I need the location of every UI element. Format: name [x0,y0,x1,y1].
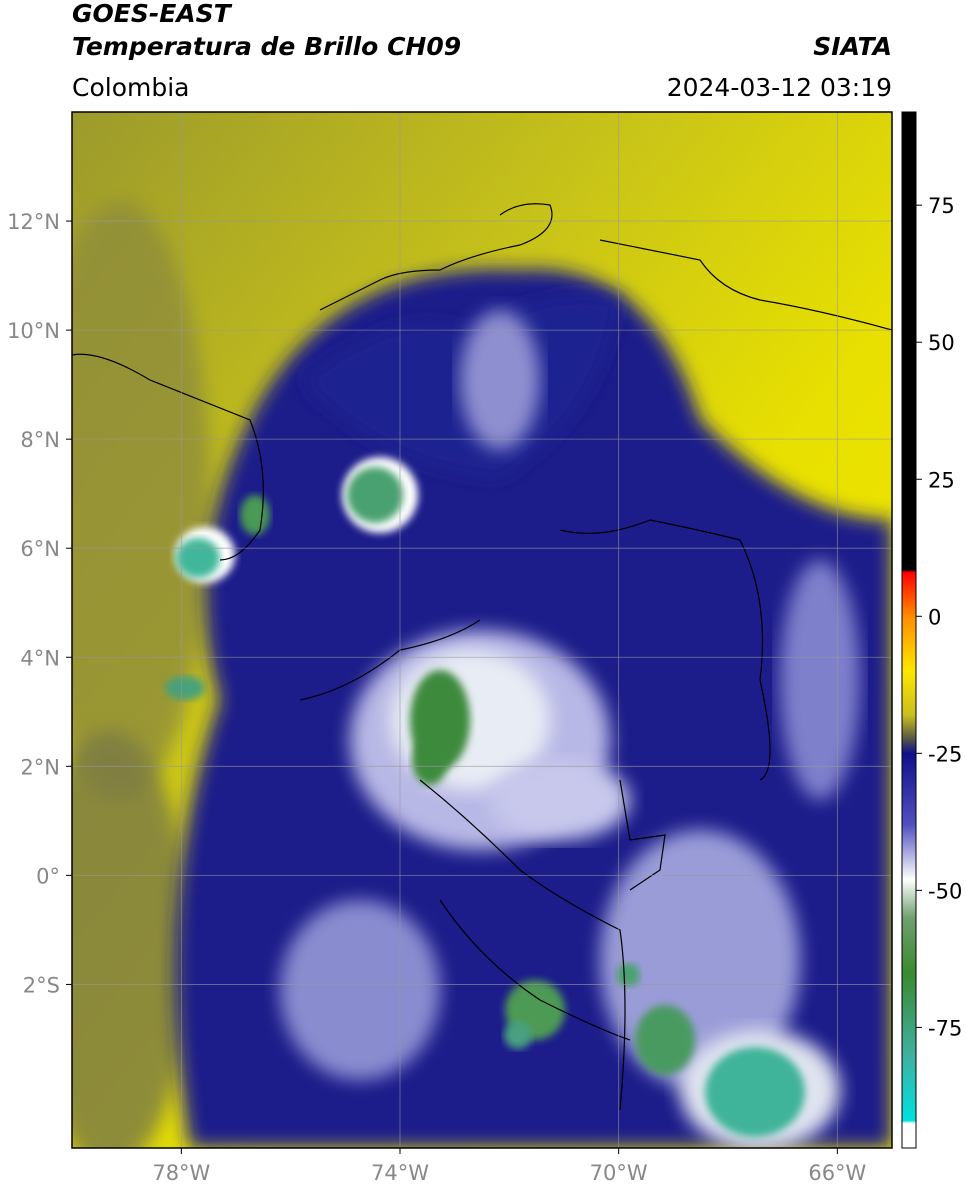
x-tick-label: 74°W [371,1161,429,1185]
y-tick-label: 0° [36,864,60,888]
x-tick-label: 66°W [808,1161,866,1185]
x-tick-label: 78°W [152,1161,210,1185]
colorbar-tick-label: 75 [928,194,955,218]
colorbar-tick-label: 25 [928,468,955,492]
datetime: 2024-03-12 03:19 [667,73,892,102]
colorbar-tick-label: -50 [928,879,962,903]
y-tick-label: 10°N [7,319,60,343]
colorbar-tick-label: 0 [928,605,941,629]
colorbar-scale [901,111,917,1149]
grid: 78°W 74°W 70°W 66°W 12°N 10°N 8°N 6°N 4°N 2°N 0° 2°… [7,112,892,1185]
y-tick-label: 6°N [20,537,60,561]
region: Colombia [72,73,189,102]
y-tick-label: 4°N [20,646,60,670]
subtitle: Temperatura de Brillo CH09 [72,32,461,61]
y-tick-label: 2°N [20,755,60,779]
colorbar-tick-label: 50 [928,331,955,355]
colorbar-tick-label: -75 [928,1016,962,1040]
y-tick-label: 8°N [20,428,60,452]
colorbar-tick-label: -25 [928,742,962,766]
y-tick-label: 12°N [7,210,60,234]
title: GOES-EAST [72,0,233,28]
y-tick-label: 2°S [23,973,60,997]
satellite-image [72,112,892,1148]
map-frame [71,111,893,1149]
colorbar: 75 50 25 0 -25 -50 -75 [901,111,962,1149]
x-tick-label: 70°W [590,1161,648,1185]
source: SIATA [813,32,892,61]
